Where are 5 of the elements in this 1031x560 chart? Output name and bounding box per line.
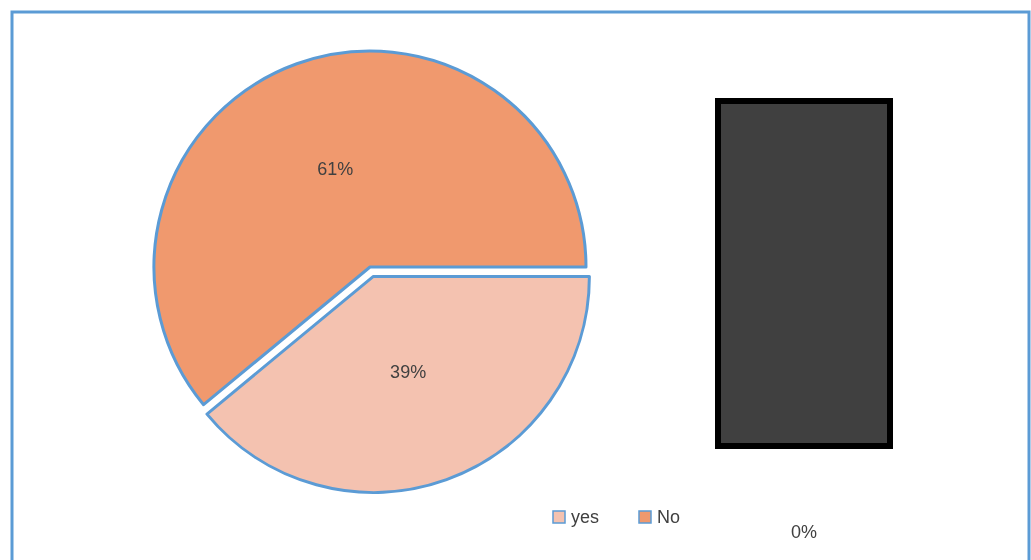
- legend-label: yes: [571, 506, 600, 527]
- data-label: 61%: [317, 159, 354, 180]
- text: 0%: [790, 521, 818, 542]
- legend-label: No: [657, 506, 681, 527]
- data-label: 39%: [390, 361, 427, 382]
